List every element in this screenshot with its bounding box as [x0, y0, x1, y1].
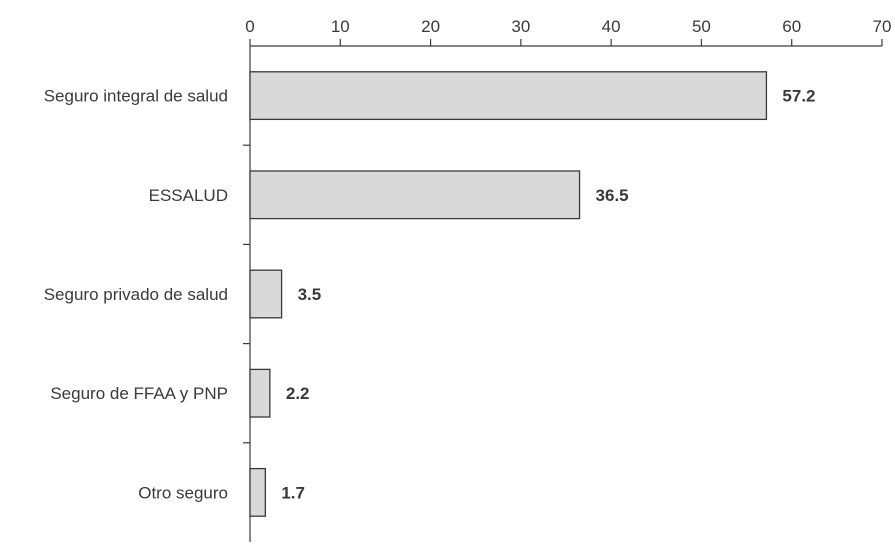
category-label: Seguro de FFAA y PNP: [50, 384, 228, 403]
x-tick-label: 60: [782, 17, 801, 36]
value-label: 3.5: [298, 285, 322, 304]
bar: [249, 269, 283, 319]
value-label: 2.2: [286, 384, 310, 403]
value-label: 57.2: [782, 87, 815, 106]
bar: [249, 467, 266, 517]
category-label: ESSALUD: [149, 186, 228, 205]
y-axis: Seguro integral de salud ESSALUD Seguro pr…: [44, 46, 251, 542]
x-tick-label: 70: [873, 17, 892, 36]
value-label: 1.7: [281, 483, 305, 502]
category-label: Otro seguro: [138, 483, 228, 502]
bars-group: 57.2 36.5 3.5 2.2 1.7: [249, 71, 816, 517]
category-label: Seguro integral de salud: [44, 87, 228, 106]
x-tick-label: 0: [245, 17, 254, 36]
x-tick-label: 20: [421, 17, 440, 36]
x-tick-label: 10: [331, 17, 350, 36]
category-label: Seguro privado de salud: [44, 285, 228, 304]
x-tick-label: 50: [692, 17, 711, 36]
x-axis: 0 10 20 30 40 50 60 70: [245, 17, 892, 47]
x-tick-label: 30: [511, 17, 530, 36]
bar: [249, 71, 768, 121]
value-label: 36.5: [596, 186, 629, 205]
bar: [249, 170, 581, 220]
bar: [249, 368, 271, 418]
x-tick-label: 40: [602, 17, 621, 36]
